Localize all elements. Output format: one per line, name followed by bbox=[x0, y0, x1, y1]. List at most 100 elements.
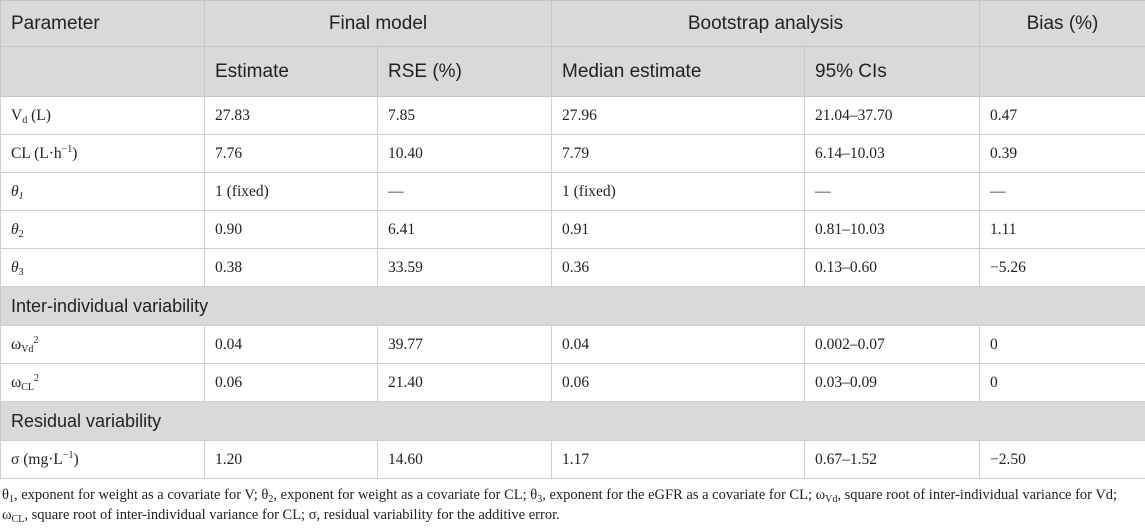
param-base: θ bbox=[11, 258, 19, 276]
param-base: ω bbox=[11, 335, 22, 353]
median-cell: 0.04 bbox=[551, 325, 805, 364]
median-cell: 1 (fixed) bbox=[551, 172, 805, 211]
header-row-1: Parameter Final model Bootstrap analysis… bbox=[0, 0, 1145, 47]
ci-cell: 0.03–0.09 bbox=[804, 363, 980, 402]
param-cell-theta3: θ3 bbox=[0, 248, 205, 287]
estimate-cell: 7.76 bbox=[204, 134, 378, 173]
ci-cell: 6.14–10.03 bbox=[804, 134, 980, 173]
table-row-omega-cl: ωCL2 0.06 21.40 0.06 0.03–0.09 0 bbox=[0, 363, 1145, 402]
param-sub: 3 bbox=[18, 266, 24, 278]
param-rest: (L) bbox=[27, 106, 51, 124]
fn-sub: Vd bbox=[825, 494, 838, 505]
header-bias: Bias (%) bbox=[979, 0, 1145, 47]
fn-sub: 3 bbox=[537, 494, 543, 505]
median-cell: 0.36 bbox=[551, 248, 805, 287]
bias-cell: 0 bbox=[979, 363, 1145, 402]
header-ci: 95% CIs bbox=[804, 46, 980, 97]
ci-cell: — bbox=[804, 172, 980, 211]
table-footnote: θ1, exponent for weight as a covariate f… bbox=[0, 479, 1145, 525]
param-base: ω bbox=[11, 373, 22, 391]
table-row-theta2: θ2 0.90 6.41 0.91 0.81–10.03 1.11 bbox=[0, 210, 1145, 249]
header-bootstrap-analysis: Bootstrap analysis bbox=[551, 0, 980, 47]
estimate-cell: 0.38 bbox=[204, 248, 378, 287]
param-cell-theta1: θ1 bbox=[0, 172, 205, 211]
param-sup: 2 bbox=[33, 372, 39, 384]
header-row-2: Estimate RSE (%) Median estimate 95% CIs bbox=[0, 46, 1145, 97]
param-sub: CL bbox=[21, 381, 34, 393]
param-rest: ) bbox=[73, 450, 79, 468]
param-cell-theta2: θ2 bbox=[0, 210, 205, 249]
rse-cell: 7.85 bbox=[377, 96, 552, 135]
rse-cell: 6.41 bbox=[377, 210, 552, 249]
table-row-vd: Vd (L) 27.83 7.85 27.96 21.04–37.70 0.47 bbox=[0, 96, 1145, 135]
section-title-iiv: Inter-individual variability bbox=[0, 286, 1145, 326]
param-sup: 2 bbox=[33, 334, 39, 346]
param-base: CL (L·h bbox=[11, 144, 62, 162]
param-base: σ (mg·L bbox=[11, 450, 63, 468]
median-cell: 1.17 bbox=[551, 440, 805, 479]
section-row-iiv: Inter-individual variability bbox=[0, 286, 1145, 326]
fn-text: , exponent for weight as a covariate for… bbox=[13, 487, 269, 503]
rse-cell: 14.60 bbox=[377, 440, 552, 479]
median-cell: 0.91 bbox=[551, 210, 805, 249]
header-final-model: Final model bbox=[204, 0, 552, 47]
ci-cell: 0.13–0.60 bbox=[804, 248, 980, 287]
estimate-cell: 1 (fixed) bbox=[204, 172, 378, 211]
param-cell-cl: CL (L·h−1) bbox=[0, 134, 205, 173]
ci-cell: 0.81–10.03 bbox=[804, 210, 980, 249]
table-row-cl: CL (L·h−1) 7.76 10.40 7.79 6.14–10.03 0.… bbox=[0, 134, 1145, 173]
fn-text: , exponent for the eGFR as a covariate f… bbox=[542, 487, 826, 503]
param-sub: d bbox=[22, 114, 28, 126]
param-sup: −1 bbox=[61, 143, 73, 155]
bias-cell: 1.11 bbox=[979, 210, 1145, 249]
median-cell: 27.96 bbox=[551, 96, 805, 135]
header-empty-1 bbox=[0, 46, 205, 97]
param-sup: −1 bbox=[62, 449, 74, 461]
rse-cell: 21.40 bbox=[377, 363, 552, 402]
param-cell-omega-vd: ωVd2 bbox=[0, 325, 205, 364]
rse-cell: 33.59 bbox=[377, 248, 552, 287]
fn-sub: 2 bbox=[268, 494, 274, 505]
header-estimate: Estimate bbox=[204, 46, 378, 97]
table-row-omega-vd: ωVd2 0.04 39.77 0.04 0.002–0.07 0 bbox=[0, 325, 1145, 364]
ci-cell: 0.67–1.52 bbox=[804, 440, 980, 479]
ci-cell: 21.04–37.70 bbox=[804, 96, 980, 135]
estimate-cell: 27.83 bbox=[204, 96, 378, 135]
rse-cell: 10.40 bbox=[377, 134, 552, 173]
median-cell: 0.06 bbox=[551, 363, 805, 402]
bias-cell: −5.26 bbox=[979, 248, 1145, 287]
header-rse: RSE (%) bbox=[377, 46, 552, 97]
fn-omega: ω bbox=[2, 507, 12, 523]
header-empty-6 bbox=[979, 46, 1145, 97]
param-rest: ) bbox=[72, 144, 78, 162]
param-sub: 2 bbox=[18, 228, 24, 240]
estimate-cell: 0.90 bbox=[204, 210, 378, 249]
median-cell: 7.79 bbox=[551, 134, 805, 173]
header-parameter: Parameter bbox=[0, 0, 205, 47]
table-row-sigma: σ (mg·L−1) 1.20 14.60 1.17 0.67–1.52 −2.… bbox=[0, 440, 1145, 479]
estimate-cell: 1.20 bbox=[204, 440, 378, 479]
fn-theta: θ bbox=[2, 487, 9, 503]
param-sub: Vd bbox=[21, 343, 34, 355]
section-row-residual: Residual variability bbox=[0, 401, 1145, 441]
fn-sub: CL bbox=[11, 514, 25, 525]
bias-cell: 0 bbox=[979, 325, 1145, 364]
estimate-cell: 0.04 bbox=[204, 325, 378, 364]
bias-cell: 0.47 bbox=[979, 96, 1145, 135]
param-cell-sigma: σ (mg·L−1) bbox=[0, 440, 205, 479]
ci-cell: 0.002–0.07 bbox=[804, 325, 980, 364]
bias-cell: 0.39 bbox=[979, 134, 1145, 173]
footnote-line-1: θ1, exponent for weight as a covariate f… bbox=[2, 485, 1143, 505]
fn-sub: 1 bbox=[8, 494, 14, 505]
estimate-cell: 0.06 bbox=[204, 363, 378, 402]
param-base: V bbox=[11, 106, 23, 124]
param-sub: 1 bbox=[18, 190, 24, 202]
bias-cell: −2.50 bbox=[979, 440, 1145, 479]
rse-cell: 39.77 bbox=[377, 325, 552, 364]
table-row-theta1: θ1 1 (fixed) — 1 (fixed) — — bbox=[0, 172, 1145, 211]
param-base: θ bbox=[11, 182, 19, 200]
table-row-theta3: θ3 0.38 33.59 0.36 0.13–0.60 −5.26 bbox=[0, 248, 1145, 287]
param-cell-omega-cl: ωCL2 bbox=[0, 363, 205, 402]
footnote-line-2: ωCL, square root of inter-individual var… bbox=[2, 505, 1143, 525]
